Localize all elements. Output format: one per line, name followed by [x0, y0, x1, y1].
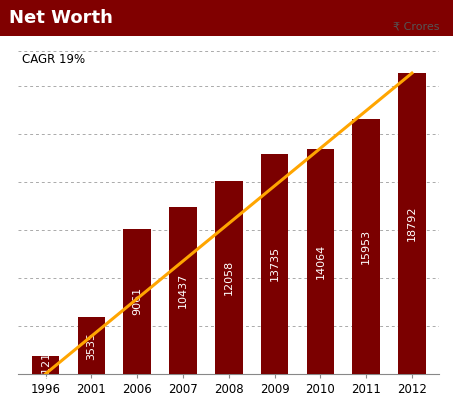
- Text: Net Worth: Net Worth: [9, 9, 113, 27]
- Text: 18792: 18792: [407, 206, 417, 241]
- Text: 15953: 15953: [361, 228, 371, 264]
- Text: 1121: 1121: [41, 351, 51, 379]
- Bar: [307, 149, 334, 374]
- Bar: [215, 181, 242, 374]
- Text: 9061: 9061: [132, 287, 142, 315]
- Text: 10437: 10437: [178, 273, 188, 308]
- Text: 13735: 13735: [270, 247, 280, 281]
- Bar: [261, 154, 288, 374]
- Bar: [169, 207, 197, 374]
- Bar: [123, 229, 151, 374]
- Text: ₹ Crores: ₹ Crores: [393, 21, 439, 31]
- Text: 3535: 3535: [87, 331, 96, 360]
- Text: 12058: 12058: [224, 260, 234, 295]
- Text: CAGR 19%: CAGR 19%: [22, 53, 86, 66]
- Bar: [352, 118, 380, 374]
- Text: 14064: 14064: [315, 244, 325, 279]
- Bar: [398, 73, 426, 374]
- Bar: [32, 356, 59, 374]
- Bar: [77, 317, 105, 374]
